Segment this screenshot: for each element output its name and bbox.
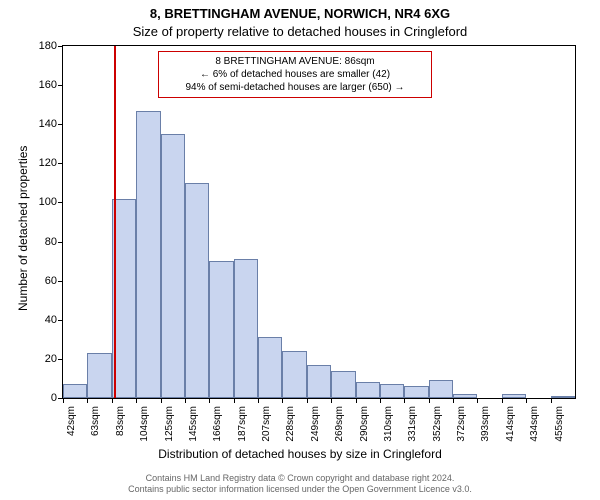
y-tick <box>58 281 63 282</box>
y-tick <box>58 202 63 203</box>
x-tick <box>502 398 503 403</box>
y-tick <box>58 242 63 243</box>
x-tick <box>331 398 332 403</box>
footer-line-1: Contains HM Land Registry data © Crown c… <box>0 473 600 485</box>
x-tick-label: 207sqm <box>261 406 272 442</box>
reference-line <box>114 46 116 398</box>
x-tick-label: 352sqm <box>432 406 443 442</box>
x-tick-label: 455sqm <box>554 406 565 442</box>
x-tick <box>161 398 162 403</box>
y-axis-label: Number of detached properties <box>16 146 30 311</box>
x-tick-label: 393sqm <box>480 406 491 442</box>
x-tick-label: 63sqm <box>90 406 101 436</box>
histogram-bar <box>331 371 355 398</box>
x-tick <box>356 398 357 403</box>
histogram-bar <box>87 353 111 398</box>
y-tick <box>58 124 63 125</box>
x-tick-label: 434sqm <box>529 406 540 442</box>
histogram-bar <box>136 111 160 398</box>
x-tick-label: 125sqm <box>164 406 175 442</box>
y-tick <box>58 85 63 86</box>
x-tick-label: 187sqm <box>237 406 248 442</box>
x-tick <box>453 398 454 403</box>
histogram-bar <box>453 394 477 398</box>
annotation-line-2: ← 6% of detached houses are smaller (42) <box>165 68 425 81</box>
annotation-box: 8 BRETTINGHAM AVENUE: 86sqm ← 6% of deta… <box>158 51 432 98</box>
histogram-bar <box>282 351 306 398</box>
x-tick <box>112 398 113 403</box>
y-tick <box>58 46 63 47</box>
plot-area: 8 BRETTINGHAM AVENUE: 86sqm ← 6% of deta… <box>62 45 576 399</box>
x-tick-label: 104sqm <box>139 406 150 442</box>
footer-line-2: Contains public sector information licen… <box>0 484 600 496</box>
x-tick-label: 269sqm <box>334 406 345 442</box>
x-axis-label: Distribution of detached houses by size … <box>0 447 600 461</box>
x-tick <box>404 398 405 403</box>
x-tick-label: 145sqm <box>188 406 199 442</box>
x-tick <box>282 398 283 403</box>
chart-title: 8, BRETTINGHAM AVENUE, NORWICH, NR4 6XG <box>0 6 600 21</box>
x-tick-label: 42sqm <box>66 406 77 436</box>
x-tick <box>429 398 430 403</box>
x-tick-label: 290sqm <box>359 406 370 442</box>
histogram-bar <box>185 183 209 398</box>
x-tick <box>234 398 235 403</box>
histogram-bar <box>161 134 185 398</box>
x-tick-label: 228sqm <box>285 406 296 442</box>
chart-subtitle: Size of property relative to detached ho… <box>0 24 600 39</box>
x-tick <box>307 398 308 403</box>
y-tick <box>58 163 63 164</box>
x-tick <box>185 398 186 403</box>
x-tick-label: 414sqm <box>505 406 516 442</box>
footer-attribution: Contains HM Land Registry data © Crown c… <box>0 473 600 496</box>
histogram-bar <box>209 261 233 398</box>
histogram-bar <box>234 259 258 398</box>
x-tick <box>258 398 259 403</box>
annotation-line-1: 8 BRETTINGHAM AVENUE: 86sqm <box>165 55 425 68</box>
chart-container: 8, BRETTINGHAM AVENUE, NORWICH, NR4 6XG … <box>0 0 600 500</box>
x-tick-label: 310sqm <box>383 406 394 442</box>
x-tick <box>63 398 64 403</box>
x-tick-label: 249sqm <box>310 406 321 442</box>
x-tick-label: 372sqm <box>456 406 467 442</box>
histogram-bar <box>356 382 380 398</box>
histogram-bar <box>429 380 453 398</box>
histogram-bar <box>258 337 282 398</box>
x-tick <box>477 398 478 403</box>
histogram-bar <box>502 394 526 398</box>
x-tick <box>87 398 88 403</box>
x-tick-label: 331sqm <box>407 406 418 442</box>
histogram-bar <box>63 384 87 398</box>
x-tick-label: 166sqm <box>212 406 223 442</box>
x-tick-label: 83sqm <box>115 406 126 436</box>
histogram-bar <box>307 365 331 398</box>
y-tick <box>58 359 63 360</box>
y-tick <box>58 320 63 321</box>
annotation-line-3: 94% of semi-detached houses are larger (… <box>165 81 425 94</box>
x-tick <box>209 398 210 403</box>
x-tick <box>551 398 552 403</box>
x-tick <box>136 398 137 403</box>
x-tick <box>526 398 527 403</box>
histogram-bar <box>380 384 404 398</box>
x-tick <box>380 398 381 403</box>
histogram-bar <box>404 386 428 398</box>
histogram-bar <box>551 396 575 398</box>
